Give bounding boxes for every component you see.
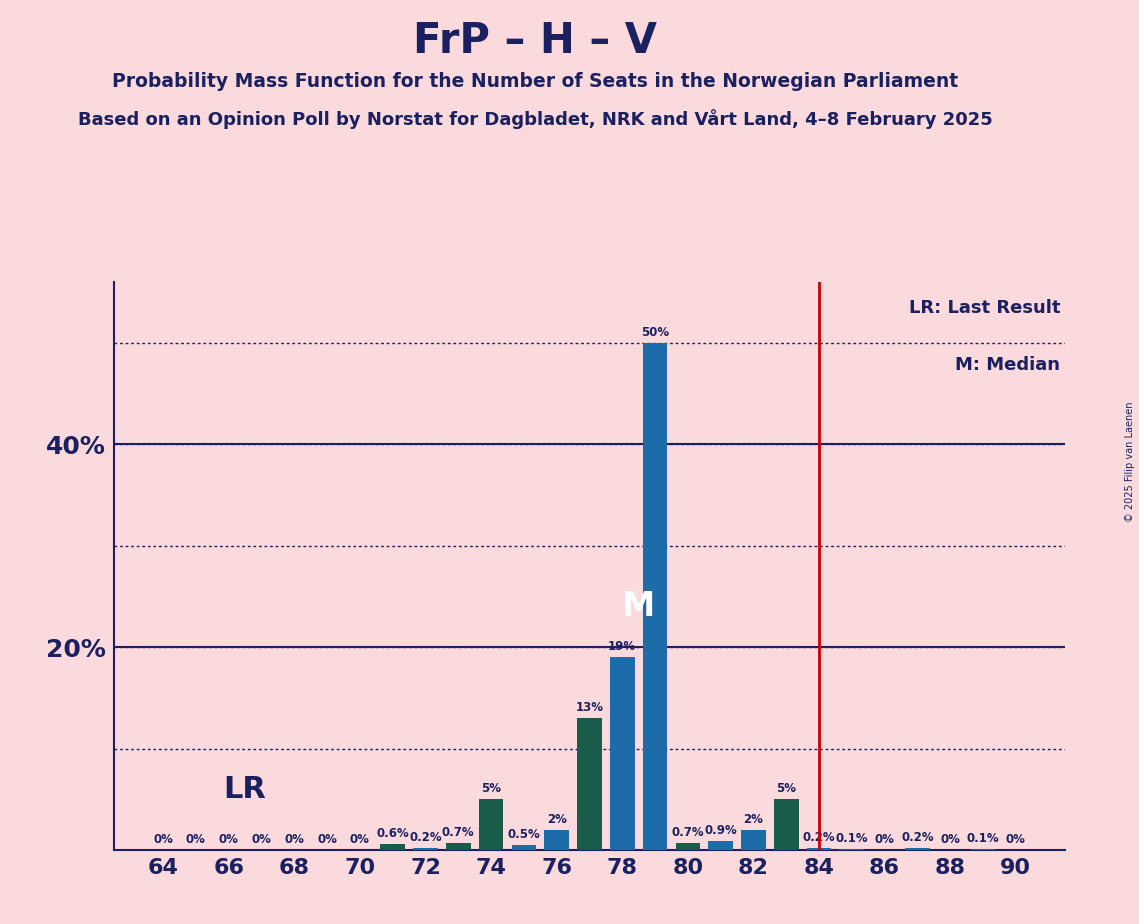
Text: 0%: 0% [285, 833, 304, 846]
Text: 50%: 50% [641, 325, 669, 339]
Text: 0.7%: 0.7% [672, 826, 704, 839]
Bar [478, 799, 503, 850]
Bar [544, 830, 570, 850]
Text: Probability Mass Function for the Number of Seats in the Norwegian Parliament: Probability Mass Function for the Number… [113, 72, 958, 91]
Text: 0.1%: 0.1% [967, 832, 999, 845]
Text: 0%: 0% [186, 833, 206, 846]
Bar [970, 849, 995, 850]
Bar [380, 844, 405, 850]
Text: 0%: 0% [1006, 833, 1026, 846]
Text: M: M [622, 590, 655, 623]
Text: 0%: 0% [875, 833, 894, 846]
Text: 5%: 5% [481, 783, 501, 796]
Text: 0%: 0% [219, 833, 239, 846]
Bar [675, 843, 700, 850]
Text: FrP – H – V: FrP – H – V [413, 20, 657, 62]
Text: 0%: 0% [153, 833, 173, 846]
Bar [806, 848, 831, 850]
Text: 0.2%: 0.2% [803, 831, 835, 844]
Text: 0%: 0% [317, 833, 337, 846]
Text: 0%: 0% [940, 833, 960, 846]
Text: 2%: 2% [744, 813, 763, 826]
Bar [577, 718, 601, 850]
Text: 0.2%: 0.2% [409, 831, 442, 844]
Text: 0%: 0% [252, 833, 271, 846]
Text: LR: LR [223, 774, 267, 804]
Bar [642, 343, 667, 850]
Text: M: Median: M: Median [956, 356, 1060, 373]
Bar [839, 849, 865, 850]
Bar [446, 843, 470, 850]
Text: 5%: 5% [776, 783, 796, 796]
Text: 0.5%: 0.5% [508, 828, 540, 841]
Text: Based on an Opinion Poll by Norstat for Dagbladet, NRK and Vårt Land, 4–8 Februa: Based on an Opinion Poll by Norstat for … [77, 109, 993, 129]
Text: 13%: 13% [575, 701, 604, 714]
Text: LR: Last Result: LR: Last Result [909, 298, 1060, 317]
Text: 2%: 2% [547, 813, 566, 826]
Bar [609, 657, 634, 850]
Text: 0%: 0% [350, 833, 370, 846]
Text: 0.6%: 0.6% [376, 827, 409, 840]
Bar [708, 841, 732, 850]
Bar [773, 799, 798, 850]
Text: 19%: 19% [608, 640, 637, 653]
Text: 0.9%: 0.9% [704, 824, 737, 837]
Text: 0.7%: 0.7% [442, 826, 475, 839]
Bar [906, 848, 929, 850]
Text: © 2025 Filip van Laenen: © 2025 Filip van Laenen [1125, 402, 1134, 522]
Text: 0.2%: 0.2% [901, 831, 934, 844]
Bar [413, 848, 437, 850]
Bar [511, 845, 536, 850]
Text: 0.1%: 0.1% [836, 832, 868, 845]
Bar [741, 830, 765, 850]
